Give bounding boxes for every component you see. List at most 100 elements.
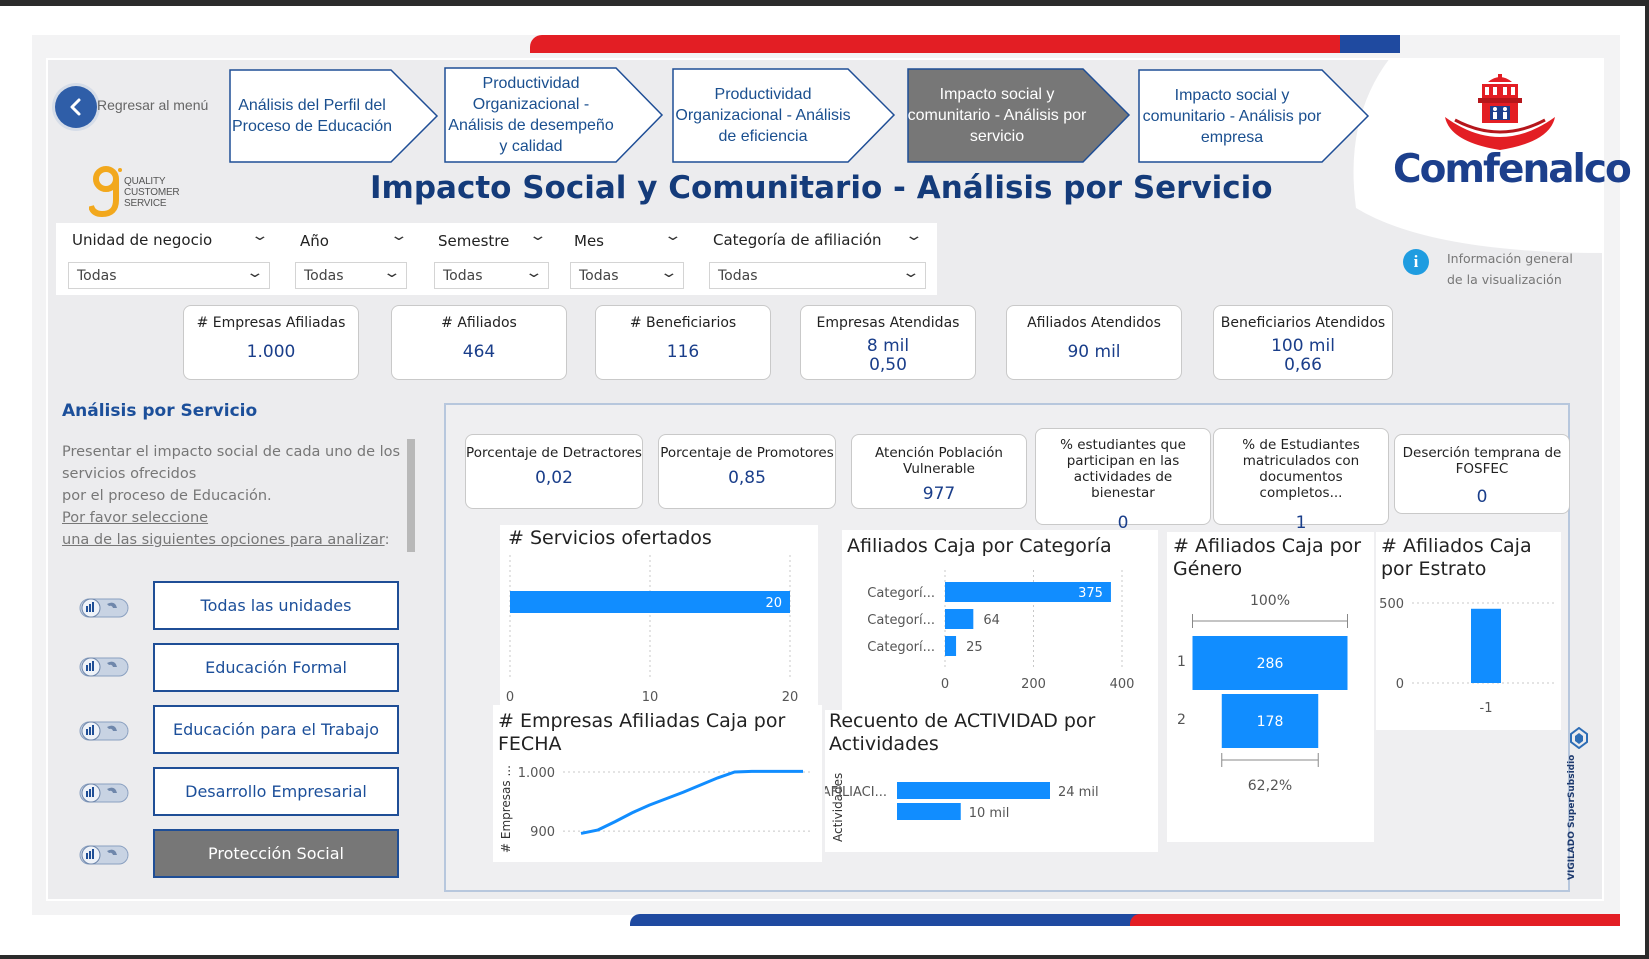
data-label: 20 (765, 596, 782, 611)
kpi-card-desercion-fosfec: Deserción temprana de FOSFEC 0 (1394, 434, 1570, 514)
bar (897, 803, 961, 820)
info-icon[interactable]: i (1403, 249, 1429, 275)
y-tick-label: Categorí... (867, 640, 935, 655)
filter-unidad-select[interactable]: Todas ⌄ (68, 262, 270, 289)
data-label: 286 (1257, 656, 1284, 672)
nav-tab-desempeno-shape (444, 67, 664, 163)
kpi-card-estudiantes-bienestar: % estudiantes que participan en las acti… (1035, 428, 1211, 533)
back-to-menu-label[interactable]: Regresar al menú (97, 97, 209, 113)
kpi-card-poblacion-vulnerable: Atención Población Vulnerable 977 (851, 434, 1027, 509)
nav-tab-empresa-shape (1138, 69, 1370, 163)
back-to-menu-button[interactable] (55, 86, 97, 128)
sidebar-desc-line: Presentar el impacto social de cada uno … (62, 444, 401, 482)
filter-semestre-value: Todas (443, 268, 483, 284)
data-label: 64 (983, 613, 1000, 628)
window-frame-top (0, 0, 1649, 6)
chevron-down-icon: ⌄ (659, 265, 679, 281)
service-button-proteccion-social[interactable]: Protección Social (153, 829, 399, 878)
y-axis-label: # Empresas ... (499, 765, 513, 853)
nav-tab-eficiencia-shape (672, 68, 896, 163)
analytics-toggle-icon[interactable] (79, 596, 129, 620)
kpi-title: # Empresas Afiliadas (196, 315, 346, 331)
chevron-down-icon[interactable]: ⌄ (389, 228, 409, 244)
filter-categoria-select[interactable]: Todas ⌄ (709, 262, 926, 289)
sidebar-desc-line: Por favor seleccione (62, 510, 209, 526)
bottom-blue-stripe (630, 914, 1140, 926)
service-button-educacion-formal[interactable]: Educación Formal (153, 643, 399, 692)
sidebar-title: Análisis por Servicio (62, 401, 258, 421)
chart-afiliados-estrato-visual[interactable] (1376, 532, 1561, 730)
nav-tab-impacto-servicio[interactable]: Impacto social y comunitario - Análisis … (907, 86, 1087, 145)
filter-semestre-select[interactable]: Todas ⌄ (434, 262, 549, 289)
funnel-bottom-label: 62,2% (1248, 778, 1292, 794)
analytics-toggle-icon[interactable] (79, 655, 129, 679)
sidebar-scrollbar[interactable] (407, 439, 415, 552)
info-general-link[interactable]: Información general de la visualización (1447, 248, 1573, 290)
chart-empresas-fecha-visual[interactable] (493, 705, 822, 862)
nav-tab-desempeno-calidad[interactable]: Productividad Organizacional - Análisis … (448, 75, 614, 155)
chevron-down-icon[interactable]: ⌄ (904, 228, 924, 244)
kpi-card-promotores: Porcentaje de Promotores 0,85 (658, 434, 836, 509)
chevron-down-icon: ⌄ (382, 265, 402, 281)
kpi-card-afiliados: # Afiliados 464 (391, 305, 567, 380)
chart-actividad-title: Recuento de ACTIVIDAD por Actividades (829, 710, 1096, 755)
page-title: Impacto Social y Comunitario - Análisis … (370, 170, 1273, 206)
kpi-card-beneficiarios-atendidos: Beneficiarios Atendidos 100 mil 0,66 (1213, 305, 1393, 380)
kpi-value-secondary: 0,66 (1284, 355, 1322, 375)
chart-afiliados-categoria-visual[interactable] (842, 530, 1158, 710)
filter-ano-select[interactable]: Todas ⌄ (295, 262, 407, 289)
chart-afiliados-estrato: 0 500 -1 (1379, 597, 1554, 716)
chart-afiliados-categoria: 0 200 400 Categorí... 375 Categorí... 64 Catego… (867, 570, 1134, 692)
kpi-title: Deserción temprana de FOSFEC (1402, 445, 1562, 477)
filter-categoria-value: Todas (718, 268, 758, 284)
chevron-down-icon: ⌄ (245, 265, 265, 281)
x-tick-label: 0 (941, 677, 949, 692)
nav-tab-impacto-empresa[interactable]: Impacto social y comunitario - Análisis … (1142, 86, 1322, 146)
chart-actividad-visual[interactable] (825, 710, 1158, 852)
service-button-educacion-trabajo[interactable]: Educación para el Trabajo (153, 705, 399, 754)
service-button-desarrollo-empresarial[interactable]: Desarrollo Empresarial (153, 767, 399, 816)
y-tick-label: 0 (1396, 677, 1404, 692)
chart-afiliados-categoria-title: Afiliados Caja por Categoría (847, 535, 1112, 557)
chevron-down-icon: ⌄ (524, 265, 544, 281)
kpi-title: Atención Población Vulnerable (875, 445, 1003, 477)
service-button-todas-unidades[interactable]: Todas las unidades (153, 581, 399, 630)
nav-tab-eficiencia[interactable]: Productividad Organizacional - Análisis … (675, 86, 851, 145)
top-blue-stripe (1340, 35, 1400, 53)
analytics-toggle-icon[interactable] (79, 781, 129, 805)
kpi-value: 0 (1117, 513, 1129, 533)
kpi-value: 977 (922, 484, 956, 504)
data-label: 10 mil (969, 806, 1010, 821)
x-tick-label: 10 (642, 690, 659, 705)
kpi-title: Porcentaje de Detractores (466, 445, 642, 461)
kpi-card-empresas-afiliadas: # Empresas Afiliadas 1.000 (183, 305, 359, 380)
y-tick-label: 900 (530, 825, 555, 840)
kpi-value: 100 mil (1271, 336, 1335, 356)
chart-empresas-fecha-title: # Empresas Afiliadas Caja por FECHA (498, 710, 786, 755)
filter-mes-label: Mes (574, 232, 604, 250)
chart-servicios-ofertados-visual[interactable] (500, 525, 818, 710)
kpi-title: % de Estudiantes matriculados con docume… (1242, 437, 1360, 501)
x-tick-label: 200 (1021, 677, 1046, 692)
nav-tab-perfil-educacion[interactable]: Análisis del Perfil del Proceso de Educa… (231, 97, 393, 135)
filter-unidad-label: Unidad de negocio (72, 231, 213, 249)
kpi-value: 0,85 (728, 468, 766, 488)
analytics-toggle-icon[interactable] (79, 719, 129, 743)
filter-mes-select[interactable]: Todas ⌄ (570, 262, 684, 289)
data-label: 24 mil (1058, 785, 1099, 800)
chevron-down-icon[interactable]: ⌄ (250, 228, 270, 244)
chart-servicios-ofertados-title: # Servicios ofertados (508, 527, 712, 549)
kpi-title: Porcentaje de Promotores (660, 445, 834, 461)
analytics-toggle-icon[interactable] (79, 843, 129, 867)
window-frame-bottom (0, 955, 1649, 959)
chevron-down-icon[interactable]: ⌄ (663, 228, 683, 244)
chevron-down-icon[interactable]: ⌄ (528, 228, 548, 244)
sidebar-desc-line: por el proceso de Educación. (62, 488, 272, 504)
bar (897, 782, 1050, 799)
x-tick-label: -1 (1480, 701, 1493, 716)
bar (945, 609, 974, 629)
kpi-value: 0 (1476, 487, 1488, 507)
bottom-red-stripe (1130, 914, 1620, 926)
funnel-category-label: 1 (1177, 654, 1186, 670)
